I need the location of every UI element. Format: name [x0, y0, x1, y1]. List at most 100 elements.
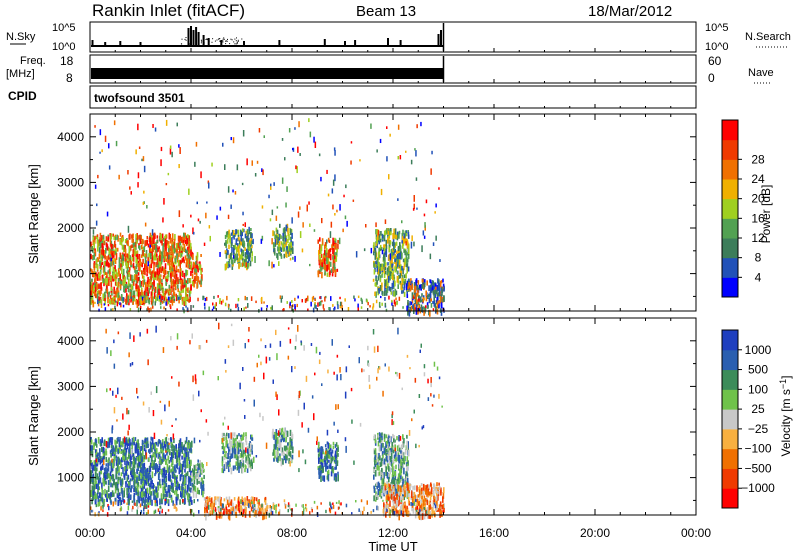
- range-time-cell: [320, 253, 323, 259]
- range-time-cell: [136, 477, 138, 483]
- range-time-cell: [198, 463, 201, 468]
- range-time-cell: [146, 437, 149, 442]
- range-time-cell: [100, 262, 102, 269]
- range-time-cell: [440, 298, 443, 305]
- range-time-cell: [377, 290, 379, 296]
- range-time-cell: [244, 468, 246, 473]
- range-time-cell: [115, 140, 118, 147]
- range-time-cell: [396, 275, 399, 283]
- range-time-cell: [389, 240, 392, 245]
- range-time-cell: [111, 260, 114, 266]
- range-time-cell: [276, 446, 279, 451]
- range-time-cell: [203, 474, 205, 480]
- range-time-cell: [167, 241, 170, 246]
- range-time-cell: [141, 456, 144, 463]
- range-time-cell: [171, 445, 173, 451]
- range-time-cell: [263, 301, 265, 304]
- range-time-cell: [270, 306, 272, 310]
- range-time-cell: [177, 242, 180, 249]
- range-time-cell: [154, 127, 157, 132]
- range-time-cell: [374, 460, 376, 466]
- range-time-cell: [137, 276, 140, 282]
- range-time-cell: [290, 239, 292, 244]
- range-time-cell: [143, 279, 146, 285]
- range-time-cell: [394, 457, 396, 462]
- range-time-cell: [370, 123, 372, 129]
- range-time-cell: [409, 301, 411, 306]
- range-time-cell: [320, 244, 323, 252]
- range-time-cell: [148, 253, 150, 259]
- range-time-cell: [420, 504, 423, 511]
- range-time-cell: [386, 440, 388, 447]
- range-time-cell: [128, 484, 130, 489]
- range-time-cell: [387, 266, 390, 273]
- range-time-cell: [165, 301, 167, 306]
- range-time-cell: [228, 229, 230, 235]
- range-time-cell: [99, 151, 101, 154]
- range-time-cell: [106, 277, 109, 284]
- range-time-cell: [328, 459, 330, 463]
- range-time-cell: [127, 285, 130, 293]
- range-time-cell: [91, 278, 93, 282]
- range-time-cell: [292, 256, 294, 260]
- range-time-cell: [126, 293, 128, 298]
- range-time-cell: [397, 156, 399, 160]
- range-time-cell: [195, 473, 197, 480]
- range-time-cell: [396, 479, 398, 483]
- range-time-cell: [156, 500, 158, 507]
- range-time-cell: [322, 459, 324, 463]
- range-time-cell: [383, 438, 386, 442]
- range-time-cell: [396, 436, 398, 441]
- range-time-cell: [171, 485, 173, 489]
- range-time-cell: [133, 469, 135, 475]
- range-time-cell: [379, 305, 381, 308]
- range-time-cell: [400, 490, 403, 495]
- range-time-cell: [431, 280, 434, 285]
- range-time-cell: [393, 299, 396, 305]
- range-time-cell: [124, 283, 126, 289]
- range-time-cell: [329, 248, 332, 252]
- range-time-cell: [136, 283, 138, 289]
- range-time-cell: [161, 453, 164, 461]
- range-time-cell: [355, 251, 358, 258]
- range-time-cell: [390, 260, 392, 264]
- range-time-cell: [100, 497, 102, 502]
- freq-tick-right-bottom: 0: [708, 71, 715, 85]
- range-time-cell: [344, 215, 347, 220]
- range-time-cell: [327, 442, 329, 449]
- range-time-cell: [281, 138, 284, 141]
- range-time-cell: [141, 254, 143, 258]
- range-time-cell: [163, 274, 166, 278]
- range-time-cell: [158, 278, 160, 283]
- range-time-cell: [284, 229, 286, 234]
- range-time-cell: [103, 266, 106, 273]
- nsky-dot: [205, 39, 207, 40]
- range-time-cell: [294, 255, 296, 262]
- range-time-cell: [374, 459, 377, 463]
- range-time-cell: [339, 296, 341, 300]
- range-time-cell: [321, 271, 323, 279]
- range-time-cell: [112, 266, 115, 273]
- range-time-cell: [148, 308, 150, 313]
- range-time-cell: [197, 459, 199, 463]
- nsky-dot: [236, 41, 238, 43]
- range-time-cell: [149, 474, 151, 481]
- range-time-cell: [151, 444, 154, 449]
- range-time-cell: [341, 305, 343, 310]
- range-time-cell: [441, 287, 443, 294]
- range-time-cell: [96, 459, 98, 464]
- range-time-cell: [284, 427, 286, 433]
- range-time-cell: [146, 474, 149, 479]
- range-time-cell: [98, 486, 100, 491]
- range-time-cell: [247, 246, 249, 251]
- range-time-cell: [324, 460, 326, 467]
- range-time-cell: [179, 147, 181, 155]
- range-time-cell: [165, 448, 167, 452]
- range-time-cell: [411, 283, 414, 290]
- range-time-cell: [319, 237, 321, 242]
- range-time-cell: [112, 445, 115, 452]
- range-time-cell: [144, 467, 146, 472]
- range-time-cell: [199, 467, 202, 473]
- range-time-cell: [124, 456, 127, 460]
- range-time-cell: [107, 459, 109, 463]
